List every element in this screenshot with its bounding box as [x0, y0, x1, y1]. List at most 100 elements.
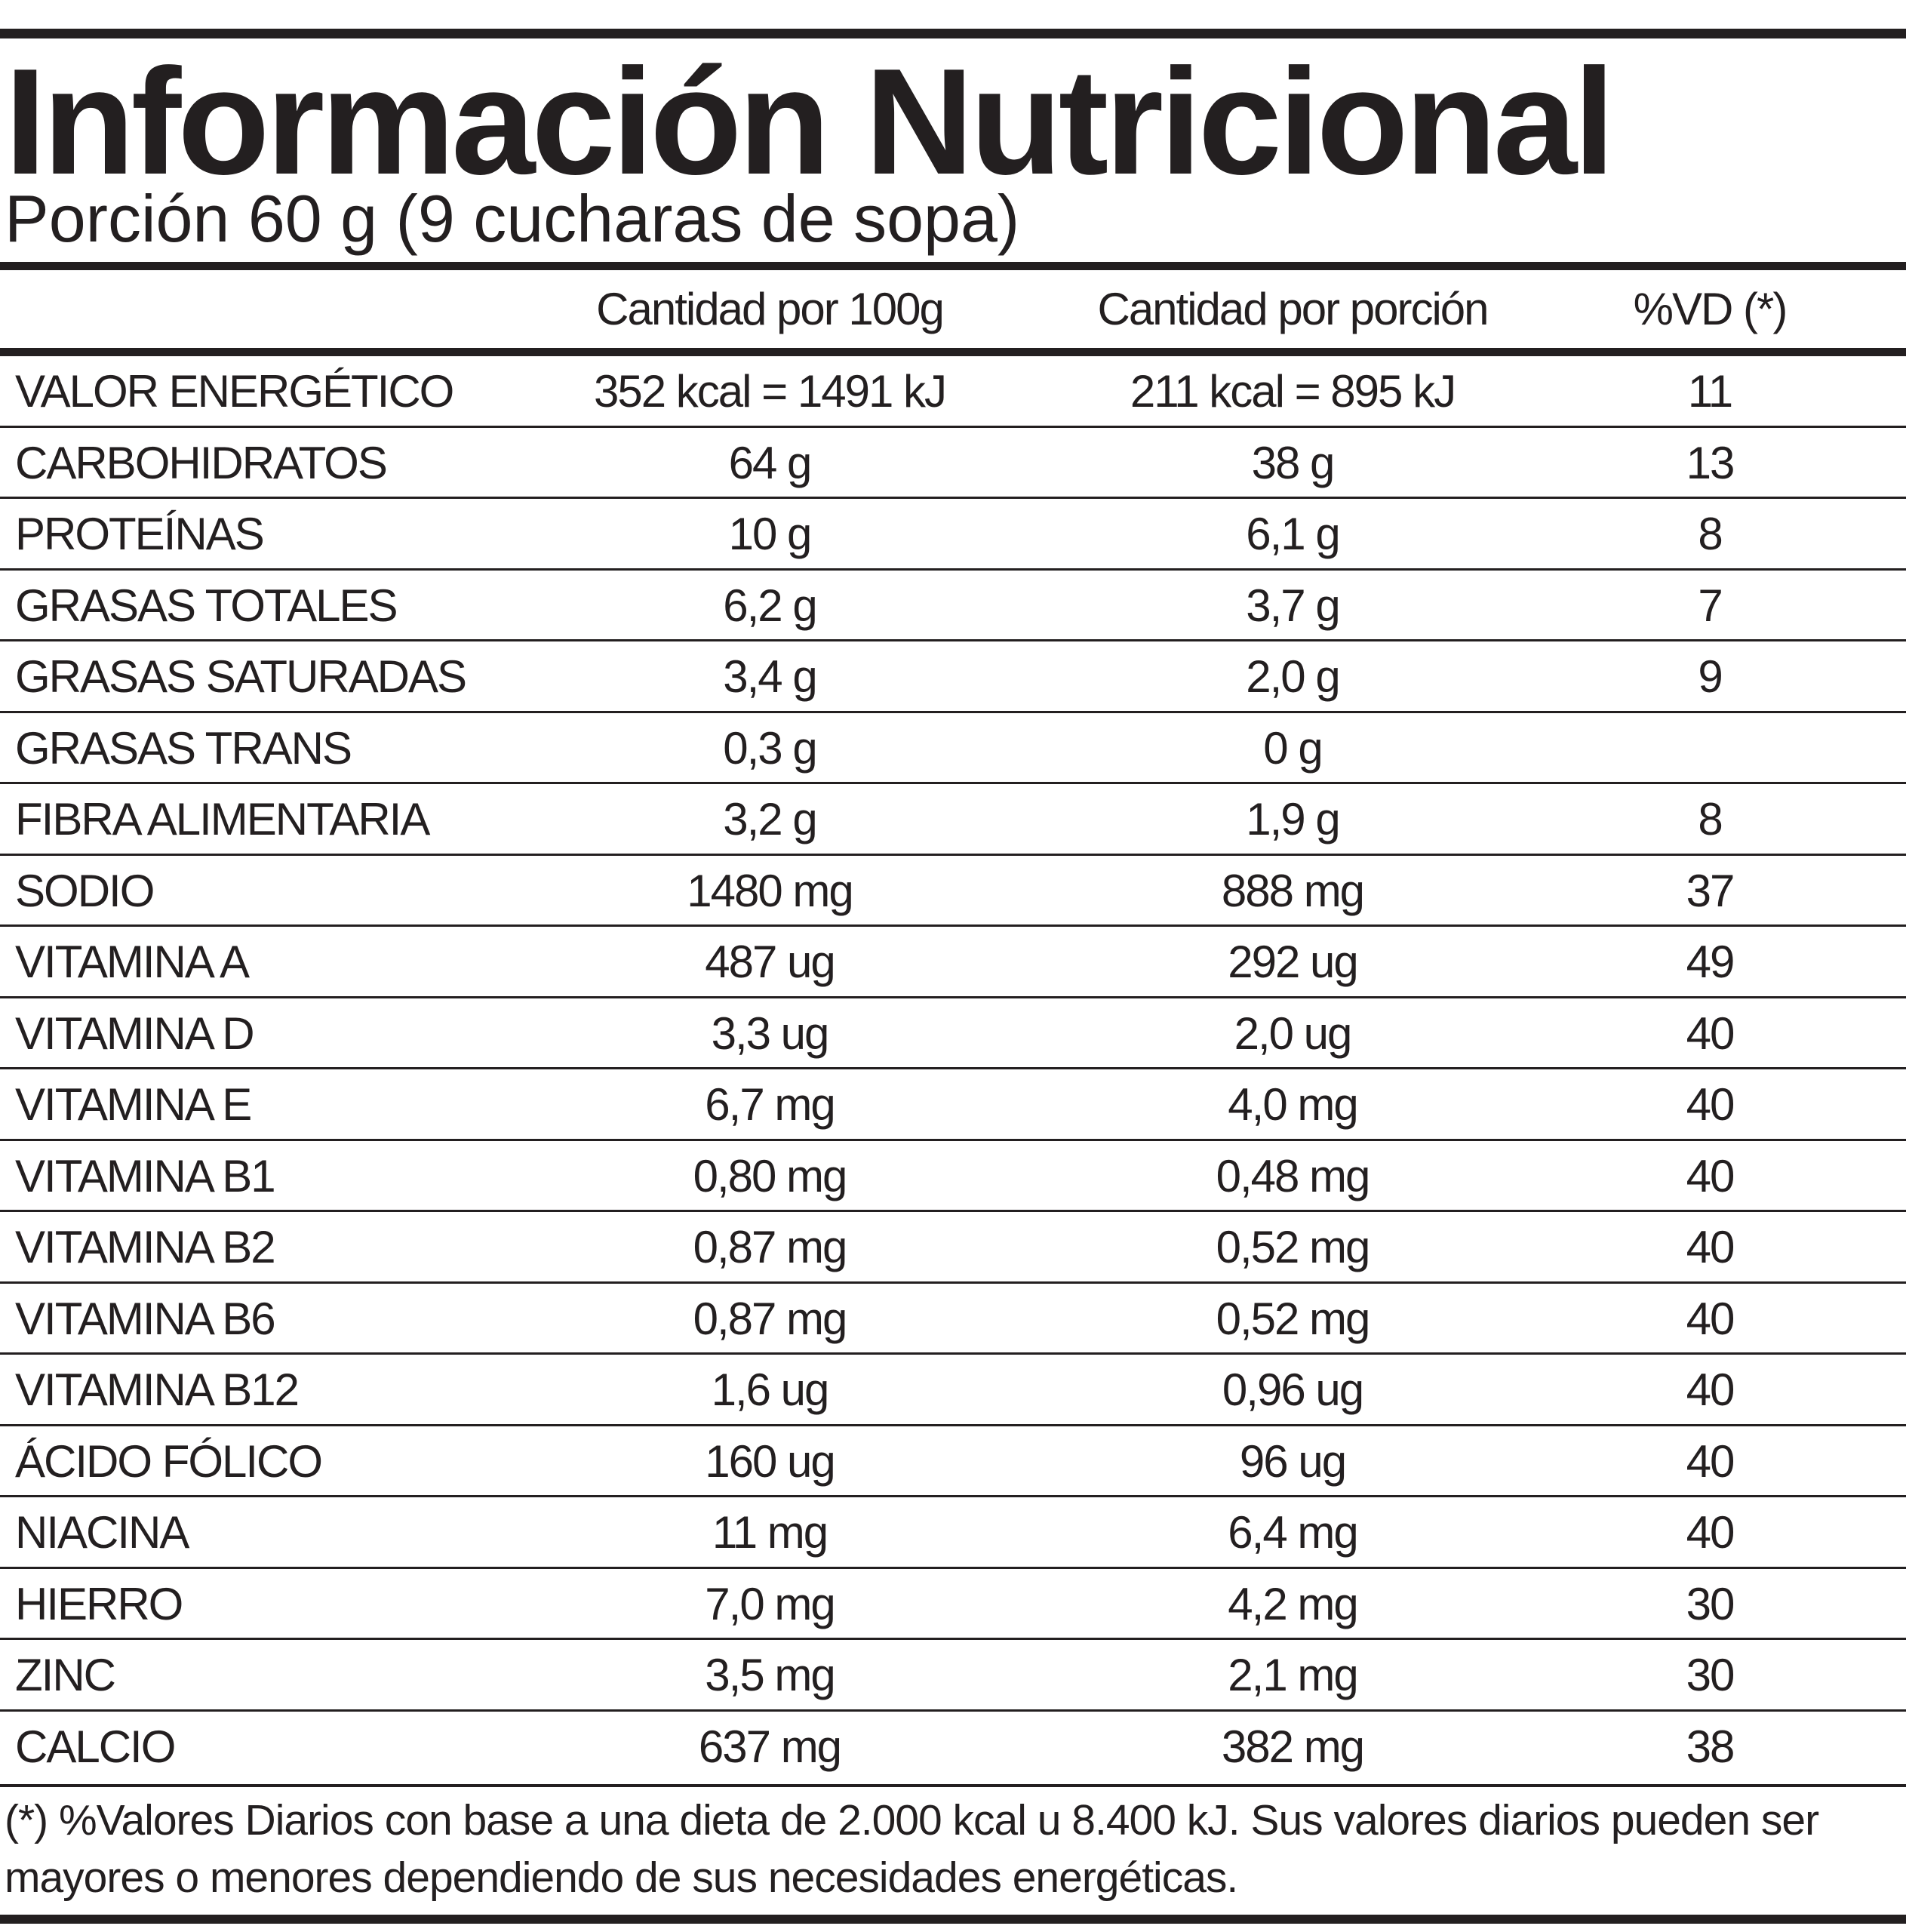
table-row: GRASAS SATURADAS 3,4 g 2,0 g 9 [0, 641, 1906, 713]
nutrient-name: VITAMINA D [15, 1008, 255, 1059]
daily-value-percent: 40 [1686, 1364, 1735, 1415]
table-row: VITAMINA E 6,7 mg 4,0 mg 40 [0, 1069, 1906, 1141]
table-end-rule [0, 1784, 1906, 1787]
nutrient-name: PROTEÍNAS [15, 509, 265, 559]
nutrient-table: VALOR ENERGÉTICO 352 kcal = 1491 kJ 211 kc… [0, 356, 1906, 1783]
table-row: VITAMINA A 487 ug 292 ug 49 [0, 927, 1906, 998]
column-header-daily-value: %VD (*) [1633, 284, 1788, 334]
table-row: SODIO 1480 mg 888 mg 37 [0, 856, 1906, 927]
amount-per-100g: 0,87 mg [693, 1293, 848, 1344]
table-row: VITAMINA B12 1,6 ug 0,96 ug 40 [0, 1355, 1906, 1426]
nutrient-name: VALOR ENERGÉTICO [15, 366, 454, 417]
daily-value-percent: 30 [1686, 1578, 1735, 1629]
amount-per-100g: 487 ug [705, 937, 836, 987]
daily-value-footnote: (*) %Valores Diarios con base a una diet… [5, 1796, 1819, 1902]
title-rule [0, 262, 1906, 270]
daily-value-percent: 38 [1686, 1721, 1735, 1772]
table-row: HIERRO 7,0 mg 4,2 mg 30 [0, 1569, 1906, 1640]
amount-per-100g: 3,4 g [723, 651, 817, 702]
nutrient-name: VITAMINA A [15, 937, 250, 987]
table-row: CARBOHIDRATOS 64 g 38 g 13 [0, 428, 1906, 499]
amount-per-portion: 1,9 g [1246, 794, 1340, 844]
amount-per-100g: 352 kcal = 1491 kJ [593, 366, 947, 417]
amount-per-portion: 292 ug [1228, 937, 1359, 987]
amount-per-portion: 38 g [1251, 437, 1336, 488]
amount-per-100g: 0,87 mg [693, 1222, 848, 1272]
table-row: NIACINA 11 mg 6,4 mg 40 [0, 1497, 1906, 1569]
daily-value-percent: 40 [1686, 1435, 1735, 1487]
amount-per-100g: 3,5 mg [705, 1650, 835, 1700]
column-header-per-portion: Cantidad por porción [1097, 284, 1489, 334]
table-row: GRASAS TOTALES 6,2 g 3,7 g 7 [0, 571, 1906, 641]
nutrient-name: VITAMINA B2 [15, 1222, 276, 1272]
amount-per-portion: 2,0 g [1246, 651, 1340, 702]
amount-per-100g: 1,6 ug [711, 1364, 830, 1415]
amount-per-100g: 0,3 g [723, 722, 817, 774]
table-row: ÁCIDO FÓLICO 160 ug 96 ug 40 [0, 1426, 1906, 1497]
amount-per-portion: 0,96 ug [1222, 1364, 1364, 1415]
header-rule [0, 348, 1906, 356]
amount-per-portion: 2,1 mg [1228, 1650, 1358, 1700]
nutrient-name: SODIO [15, 865, 155, 916]
daily-value-percent: 8 [1698, 794, 1723, 844]
nutrient-name: GRASAS TOTALES [15, 580, 398, 631]
amount-per-portion: 4,2 mg [1228, 1578, 1358, 1629]
table-row: VITAMINA B2 0,87 mg 0,52 mg 40 [0, 1212, 1906, 1284]
nutrient-name: CALCIO [15, 1721, 176, 1772]
amount-per-100g: 7,0 mg [705, 1578, 835, 1629]
amount-per-portion: 2,0 ug [1234, 1008, 1353, 1059]
nutrient-name: FIBRA ALIMENTARIA [15, 794, 430, 844]
amount-per-portion: 888 mg [1221, 865, 1365, 916]
amount-per-100g: 1480 mg [687, 865, 854, 916]
amount-per-portion: 0 g [1263, 722, 1323, 774]
nutrient-name: HIERRO [15, 1578, 183, 1629]
nutrient-name: ZINC [15, 1650, 116, 1700]
amount-per-portion: 211 kcal = 895 kJ [1130, 366, 1456, 417]
daily-value-percent: 7 [1698, 580, 1723, 631]
daily-value-percent: 40 [1686, 1293, 1735, 1344]
page-title: Información Nutricional [5, 38, 1615, 206]
daily-value-percent: 40 [1686, 1222, 1735, 1272]
amount-per-portion: 6,1 g [1246, 509, 1340, 559]
table-row: FIBRA ALIMENTARIA 3,2 g 1,9 g 8 [0, 784, 1906, 856]
table-row: PROTEÍNAS 10 g 6,1 g 8 [0, 499, 1906, 571]
daily-value-percent: 30 [1686, 1650, 1735, 1700]
serving-size: Porción 60 g (9 cucharas de sopa) [5, 181, 1020, 256]
daily-value-percent: 49 [1686, 937, 1735, 987]
daily-value-percent [1634, 713, 1785, 785]
amount-per-100g: 6,7 mg [705, 1079, 835, 1130]
table-row: CALCIO 637 mg 382 mg 38 [0, 1712, 1906, 1783]
nutrient-name: VITAMINA E [15, 1079, 252, 1130]
amount-per-portion: 96 ug [1239, 1435, 1347, 1487]
daily-value-percent: 40 [1686, 1150, 1735, 1201]
bottom-rule [0, 1915, 1906, 1924]
amount-per-100g: 6,2 g [723, 580, 817, 631]
daily-value-percent: 9 [1698, 651, 1723, 702]
daily-value-percent: 40 [1686, 1079, 1735, 1130]
column-header-per-100g: Cantidad por 100g [596, 284, 945, 334]
nutrient-name: NIACINA [15, 1507, 189, 1558]
nutrient-name: GRASAS TRANS [15, 722, 352, 774]
amount-per-portion: 0,52 mg [1216, 1293, 1371, 1344]
nutrient-name: CARBOHIDRATOS [15, 437, 388, 488]
amount-per-portion: 3,7 g [1246, 580, 1340, 631]
amount-per-100g: 11 mg [712, 1507, 828, 1558]
amount-per-portion: 4,0 mg [1228, 1079, 1358, 1130]
top-rule [0, 29, 1906, 38]
daily-value-percent: 37 [1686, 865, 1735, 916]
amount-per-portion: 6,4 mg [1228, 1507, 1358, 1558]
nutrient-name: VITAMINA B6 [15, 1293, 276, 1344]
amount-per-portion: 382 mg [1221, 1721, 1365, 1772]
table-row: VITAMINA B1 0,80 mg 0,48 mg 40 [0, 1141, 1906, 1212]
table-row: ZINC 3,5 mg 2,1 mg 30 [0, 1640, 1906, 1712]
amount-per-portion: 0,52 mg [1216, 1222, 1371, 1272]
daily-value-percent: 8 [1698, 509, 1723, 559]
amount-per-100g: 0,80 mg [693, 1150, 848, 1201]
daily-value-percent: 40 [1686, 1008, 1735, 1059]
amount-per-100g: 637 mg [698, 1721, 842, 1772]
amount-per-portion: 0,48 mg [1216, 1150, 1371, 1201]
daily-value-percent: 40 [1686, 1507, 1735, 1558]
amount-per-100g: 3,2 g [723, 794, 817, 844]
daily-value-percent: 13 [1686, 437, 1735, 488]
